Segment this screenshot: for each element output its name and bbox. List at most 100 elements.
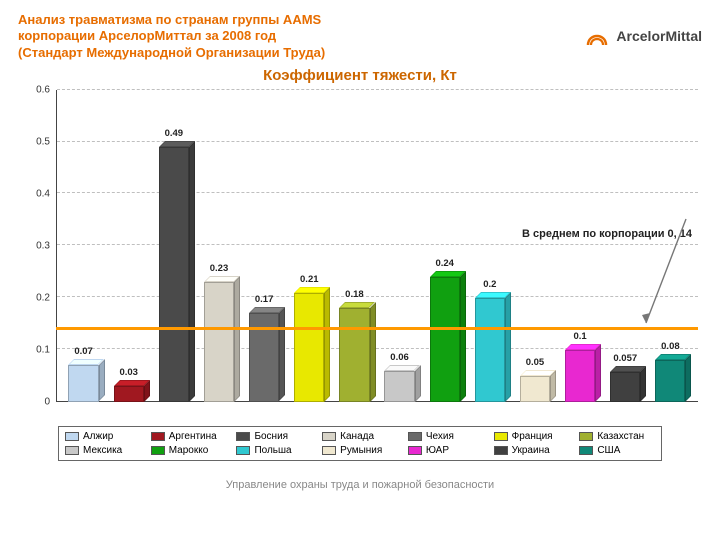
bar-front [610, 372, 640, 402]
legend-item: Казахстан [579, 431, 655, 442]
legend-label: ЮАР [426, 445, 449, 456]
bar-side [415, 365, 421, 402]
bar-side [550, 370, 556, 402]
bar-side [279, 307, 285, 401]
y-axis-label: 0 [18, 396, 50, 407]
bar-value-label: 0.07 [74, 346, 93, 357]
y-axis-label: 0.3 [18, 240, 50, 251]
legend-label: Украина [512, 445, 550, 456]
slide-title: Анализ травматизма по странам группы AAM… [18, 12, 325, 61]
bar-value-label: 0.05 [526, 357, 545, 368]
legend-label: Франция [512, 431, 553, 442]
legend-label: Босния [254, 431, 288, 442]
legend-swatch [494, 432, 508, 441]
bar-side [595, 344, 601, 402]
y-axis-label: 0.1 [18, 344, 50, 355]
bar-side [189, 141, 195, 402]
bar: 0.05 [520, 376, 550, 402]
y-axis-label: 0.4 [18, 188, 50, 199]
bar-side [370, 302, 376, 402]
legend-label: Мексика [83, 445, 122, 456]
legend-label: США [597, 445, 620, 456]
bar-value-label: 0.17 [255, 294, 274, 305]
legend-label: Алжир [83, 431, 113, 442]
bar-slot: 0.03 [107, 90, 150, 402]
bar: 0.06 [384, 371, 414, 402]
legend-item: Польша [236, 445, 312, 456]
legend-swatch [151, 432, 165, 441]
bar: 0.24 [430, 277, 460, 402]
bar-side [685, 354, 691, 402]
legend-label: Румыния [340, 445, 382, 456]
logo-text: ArcelorMittal [616, 28, 702, 44]
bar-chart: 0.070.030.490.230.170.210.180.060.240.20… [18, 90, 702, 420]
bar-value-label: 0.24 [435, 258, 454, 269]
bar: 0.07 [68, 365, 98, 401]
bar-front [655, 360, 685, 402]
legend-label: Канада [340, 431, 374, 442]
legend-item: Украина [494, 445, 570, 456]
bar-side [99, 359, 105, 401]
bar-slot: 0.23 [197, 90, 240, 402]
legend-item: ЮАР [408, 445, 484, 456]
legend-swatch [494, 446, 508, 455]
bar: 0.49 [159, 147, 189, 402]
y-axis-label: 0.6 [18, 84, 50, 95]
bar-front [204, 282, 234, 402]
bar-front [68, 365, 98, 401]
bar-slot: 0.21 [288, 90, 331, 402]
legend-item: США [579, 445, 655, 456]
bar-side [324, 287, 330, 402]
bar-front [565, 350, 595, 402]
legend-label: Польша [254, 445, 291, 456]
bar-side [640, 366, 646, 402]
legend-swatch [322, 432, 336, 441]
legend-item: Аргентина [151, 431, 227, 442]
bar-side [505, 292, 511, 402]
legend-row-1: АлжирАргентинаБоснияКанадаЧехияФранцияКа… [65, 431, 655, 442]
bar-value-label: 0.23 [210, 263, 229, 274]
bar-front [339, 308, 369, 402]
bar-value-label: 0.1 [574, 331, 587, 342]
bar: 0.08 [655, 360, 685, 402]
legend: АлжирАргентинаБоснияКанадаЧехияФранцияКа… [58, 426, 662, 461]
bar-slot: 0.49 [152, 90, 195, 402]
logo-icon [584, 23, 610, 49]
bar: 0.2 [475, 298, 505, 402]
bar-slot: 0.17 [243, 90, 286, 402]
legend-swatch [151, 446, 165, 455]
bar-value-label: 0.21 [300, 274, 319, 285]
title-line-1: Анализ травматизма по странам группы AAM… [18, 12, 325, 28]
legend-swatch [579, 446, 593, 455]
bar-front [430, 277, 460, 402]
logo: ArcelorMittal [584, 12, 702, 61]
bar-value-label: 0.057 [613, 353, 637, 364]
y-axis-label: 0.2 [18, 292, 50, 303]
legend-swatch [65, 446, 79, 455]
bar: 0.23 [204, 282, 234, 402]
bar-slot: 0.07 [62, 90, 105, 402]
legend-item: Марокко [151, 445, 227, 456]
avg-arrow-icon [636, 213, 696, 333]
bar-value-label: 0.06 [390, 352, 409, 363]
bar-front [294, 293, 324, 402]
bar-side [144, 380, 150, 402]
legend-item: Босния [236, 431, 312, 442]
legend-swatch [322, 446, 336, 455]
legend-swatch [236, 446, 250, 455]
bar-value-label: 0.03 [119, 367, 138, 378]
bar-front [159, 147, 189, 402]
avg-line [56, 327, 698, 330]
legend-swatch [65, 432, 79, 441]
bar-slot: 0.1 [559, 90, 602, 402]
bar-slot: 0.05 [513, 90, 556, 402]
bar-front [520, 376, 550, 402]
legend-row-2: Мексика Марокко Польша Румыния ЮАР Украина США [65, 445, 655, 456]
title-line-3: (Стандарт Международной Организации Труд… [18, 45, 325, 61]
bar-side [234, 276, 240, 402]
title-line-2: корпорации АрселорМиттал за 2008 год [18, 28, 325, 44]
bar: 0.1 [565, 350, 595, 402]
legend-swatch [408, 446, 422, 455]
bar-front [475, 298, 505, 402]
bar-front [114, 386, 144, 402]
